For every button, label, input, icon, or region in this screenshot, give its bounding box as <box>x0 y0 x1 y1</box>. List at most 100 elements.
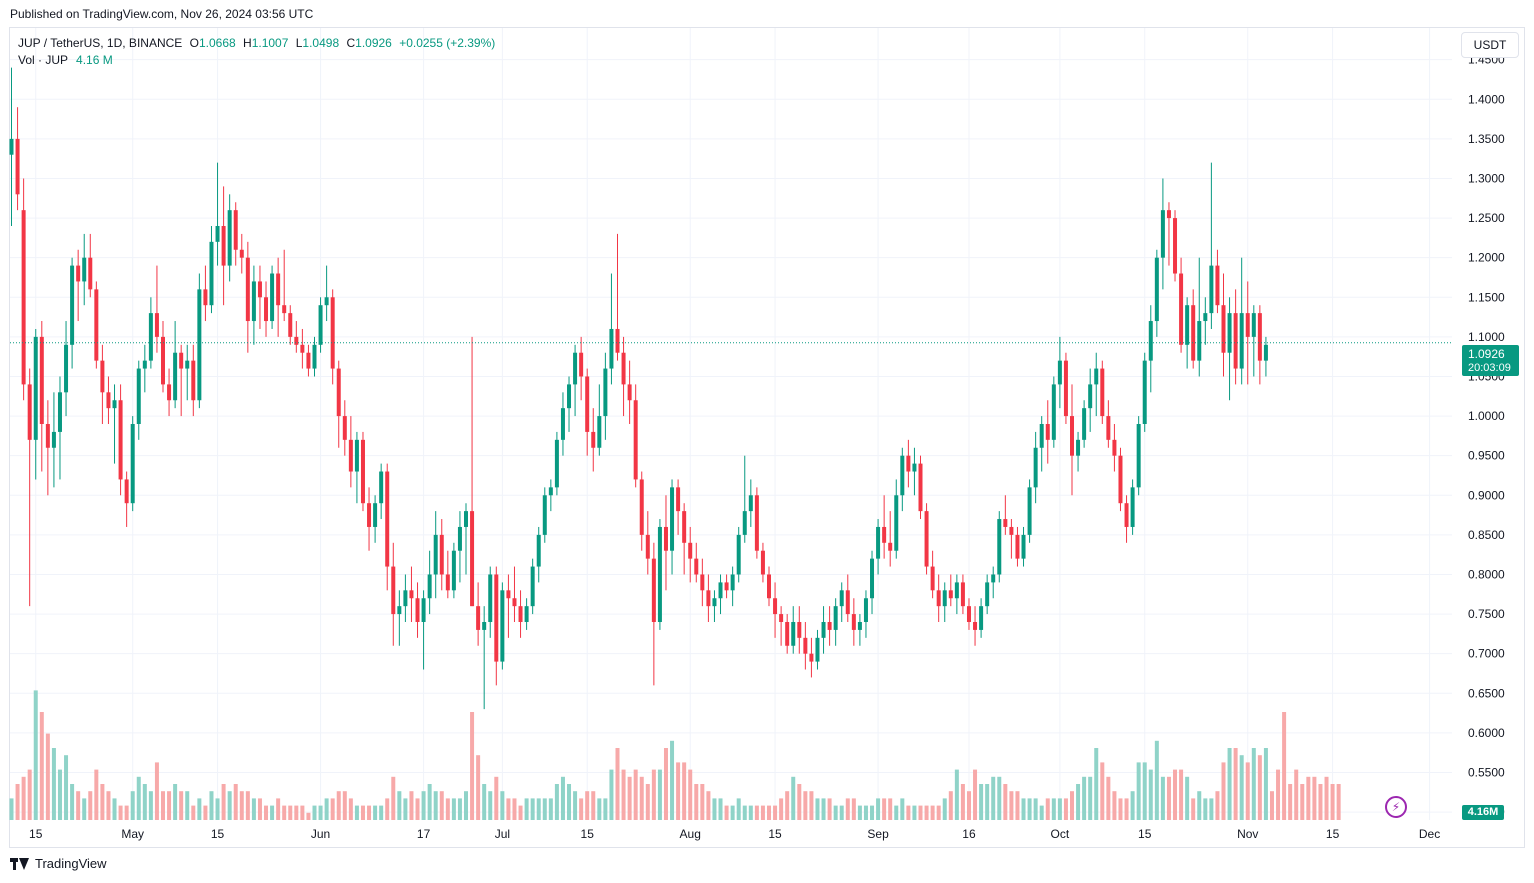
volume-bar <box>627 776 632 820</box>
volume-bar <box>863 805 868 820</box>
candle-body <box>300 344 305 353</box>
candle-body <box>1118 455 1123 504</box>
candle-body <box>1009 526 1014 535</box>
volume-bar <box>154 762 159 820</box>
candle-body <box>470 511 475 607</box>
lightning-icon[interactable]: ⚡ <box>1385 796 1407 818</box>
published-caption: Published on TradingView.com, Nov 26, 20… <box>10 7 314 21</box>
volume-bar <box>130 791 135 820</box>
candle-body <box>476 606 481 630</box>
candle-body <box>694 558 699 575</box>
candle-body <box>615 328 620 353</box>
candle-body <box>306 352 311 369</box>
symbol-label[interactable]: JUP / TetherUS, 1D, BINANCE <box>18 36 183 50</box>
volume-bar <box>167 791 172 820</box>
volume-bar <box>979 784 984 820</box>
volume-bar <box>1318 784 1323 820</box>
candle-body <box>391 566 396 615</box>
candle-body <box>1015 534 1020 559</box>
volume-bar <box>518 805 523 820</box>
volume-bar <box>712 798 717 820</box>
candle-body <box>488 574 493 622</box>
bar-countdown: 20:03:09 <box>1468 362 1511 374</box>
candle-body <box>730 574 735 591</box>
candle-body <box>603 368 608 417</box>
candle-body <box>15 138 20 195</box>
volume-bar <box>742 805 747 820</box>
candle-body <box>464 511 468 527</box>
time-axis[interactable]: 15 May 15 Jun 17 Jul 15 Aug 15 Sep 16 Oct 15 Nov 15 Dec <box>29 827 1440 841</box>
candle-body <box>179 352 184 369</box>
candle-body <box>560 408 565 440</box>
open-value: 1.0668 <box>198 36 236 50</box>
volume-bar <box>809 791 814 820</box>
candle-body <box>585 376 590 432</box>
candle-body <box>439 534 444 575</box>
candle-body <box>985 582 990 607</box>
x-tick-label: Dec <box>1419 827 1440 841</box>
high-value: 1.1007 <box>251 36 289 50</box>
candle-body <box>27 384 32 440</box>
candle-body <box>1148 321 1153 361</box>
volume-bar <box>445 798 450 820</box>
candle-body <box>276 273 281 306</box>
volume-bar <box>657 769 662 820</box>
candle-body <box>718 582 723 599</box>
volume-bar <box>1203 798 1208 820</box>
candle-body <box>900 455 905 496</box>
volume-bar <box>585 791 590 820</box>
volume-bar <box>767 805 771 820</box>
volume-bar <box>676 762 681 820</box>
candle-body <box>997 519 1002 575</box>
candle-body <box>500 590 505 662</box>
volume-bar <box>464 791 468 820</box>
volume-bar <box>421 791 426 820</box>
candle-body <box>670 487 675 551</box>
candle-body <box>1027 487 1032 535</box>
candle-body <box>767 574 771 599</box>
volume-bar <box>300 805 305 820</box>
candle-body <box>130 424 135 504</box>
candle-body <box>312 344 317 369</box>
candle-body <box>282 305 287 314</box>
volume-bar <box>591 791 596 820</box>
legend-volume-row: Vol · JUP 4.16 M <box>18 52 495 69</box>
candle-body <box>100 360 105 393</box>
close-value: 1.0926 <box>355 36 392 50</box>
volume-bar <box>991 776 996 820</box>
y-tick-label: 1.2000 <box>1468 251 1505 265</box>
y-tick-label: 0.9000 <box>1468 488 1505 502</box>
volume-bar <box>57 769 62 820</box>
price-axis[interactable]: 1.45001.40001.35001.30001.25001.20001.15… <box>1468 53 1505 819</box>
candle-body <box>870 558 875 599</box>
volume-bar <box>597 798 602 820</box>
candle-body <box>106 392 111 409</box>
volume-bar <box>494 776 499 820</box>
candle-body <box>76 265 81 282</box>
volume-bar <box>1009 791 1014 820</box>
volume-label[interactable]: Vol · JUP <box>18 53 69 67</box>
candle-body <box>1245 313 1250 337</box>
y-tick-label: 1.3500 <box>1468 132 1505 146</box>
candle-body <box>1154 257 1159 322</box>
volume-bar <box>1142 762 1147 820</box>
volume-bar <box>548 798 553 820</box>
candle-body <box>1124 503 1129 527</box>
volume-bar <box>500 791 505 820</box>
volume-bar <box>1209 798 1214 820</box>
currency-button[interactable]: USDT <box>1461 32 1519 58</box>
y-tick-label: 0.8000 <box>1468 567 1505 581</box>
volume-bar <box>827 798 832 820</box>
candle-body <box>1142 360 1147 424</box>
volume-bar <box>645 784 650 820</box>
y-tick-label: 1.2500 <box>1468 211 1505 225</box>
volume-bar <box>1294 769 1299 820</box>
volume-bar <box>1215 791 1220 820</box>
tradingview-logo[interactable]: TradingView <box>10 856 107 871</box>
candle-body <box>791 622 796 646</box>
volume-bar <box>173 784 178 820</box>
candle-body <box>542 495 547 535</box>
candle-body <box>433 534 438 575</box>
volume-bar <box>64 755 69 820</box>
